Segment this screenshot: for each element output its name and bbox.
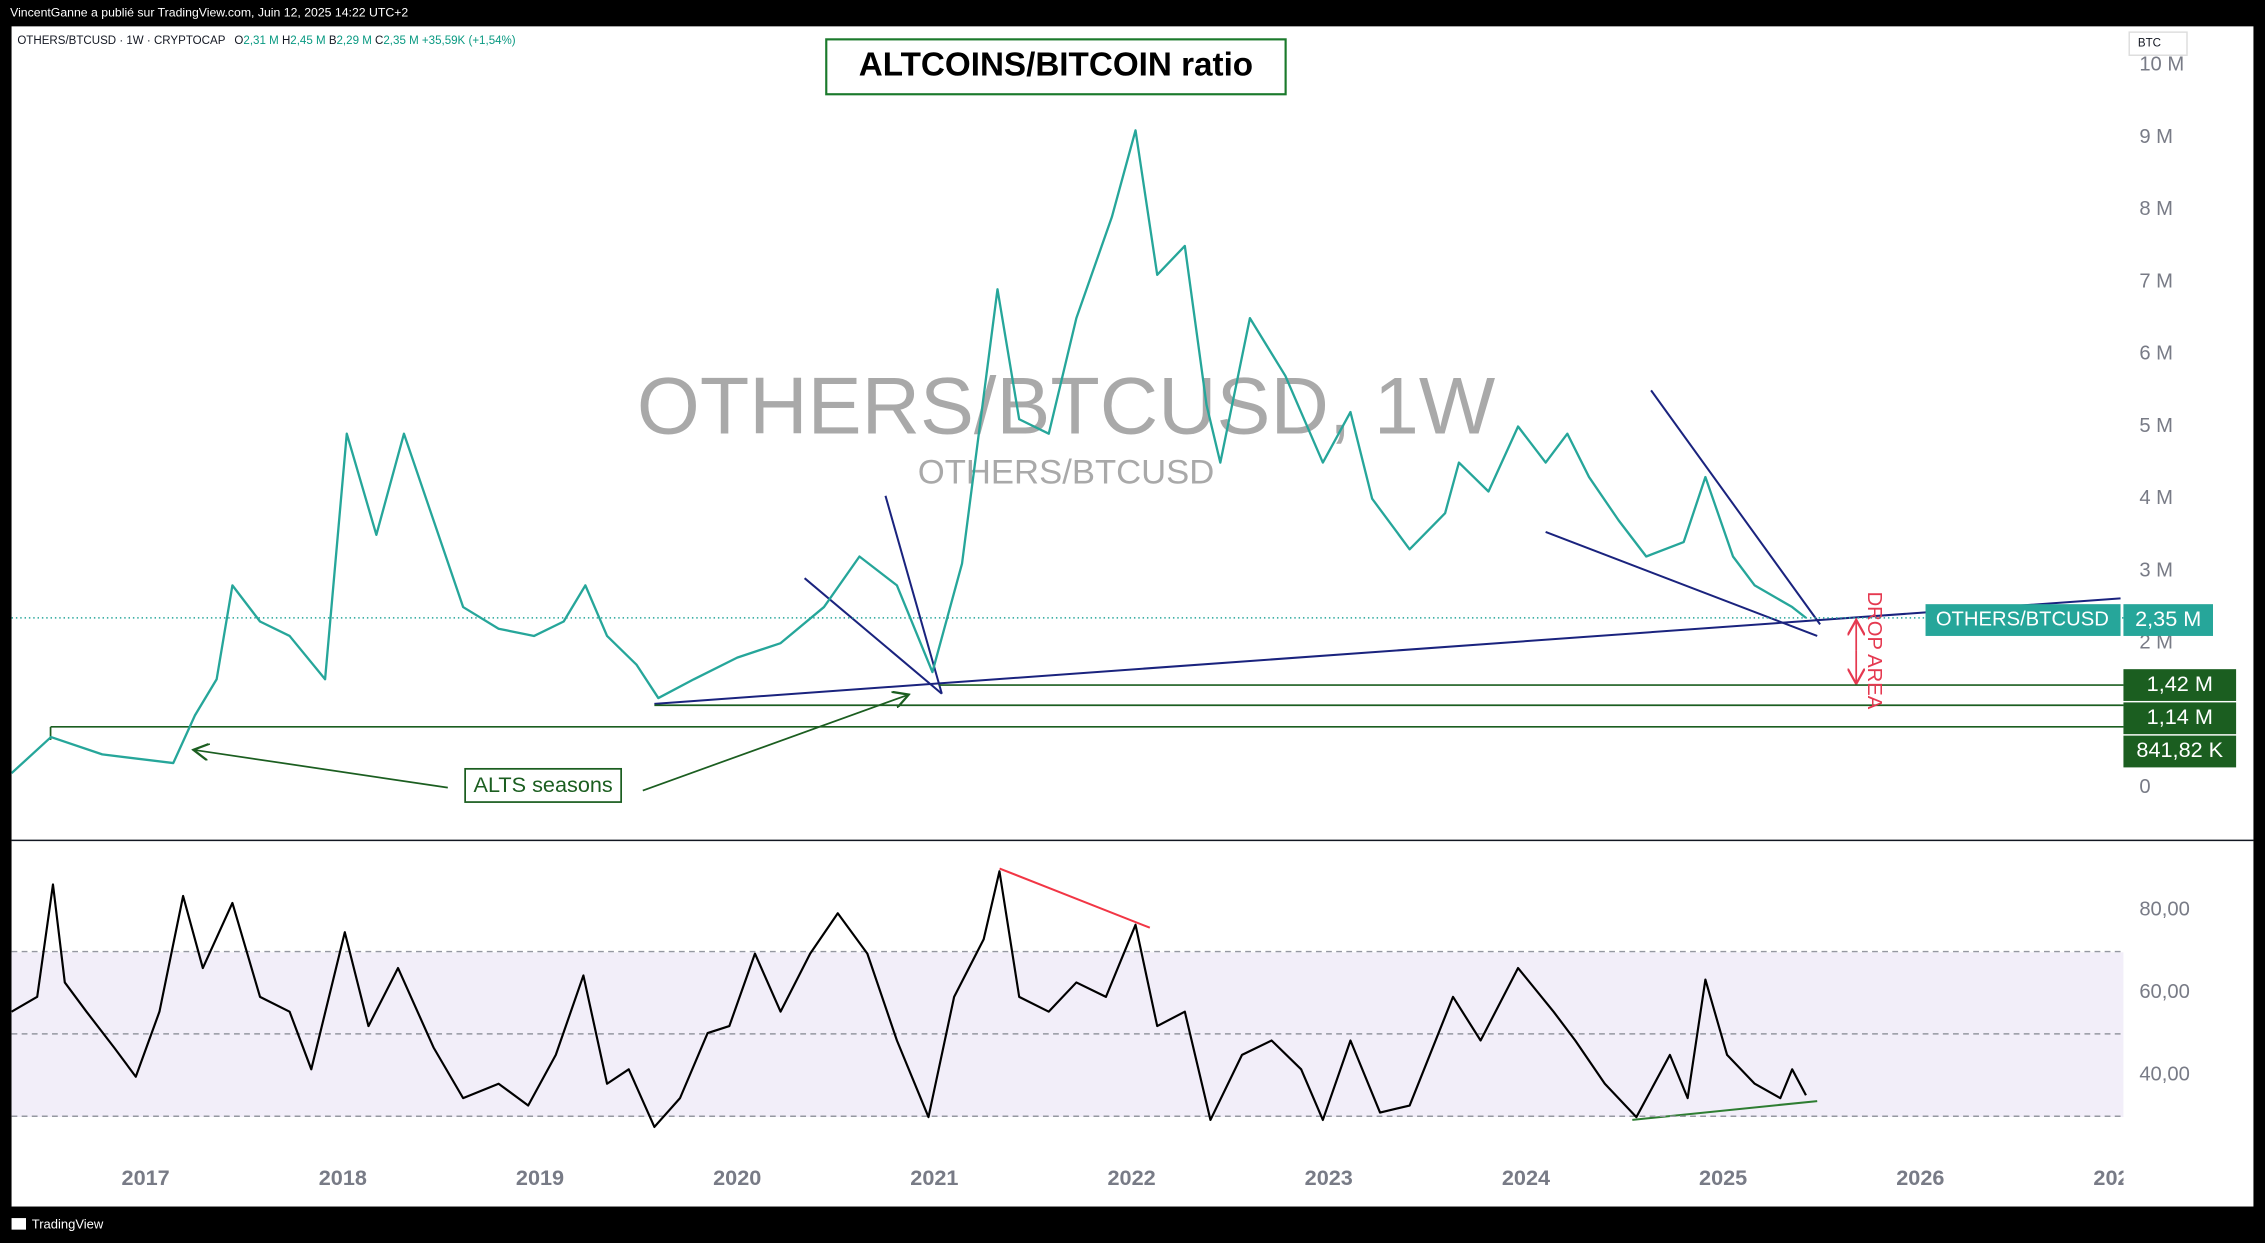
currency-box <box>2128 31 2188 56</box>
trendline <box>1650 389 1821 625</box>
arrow <box>642 695 907 792</box>
y-tick-label: 6 M <box>2139 343 2173 365</box>
brand-name: TradingView <box>32 1217 104 1232</box>
legend: OTHERS/BTCUSD · 1W · CRYPTOCAP O2,31 M H… <box>17 35 515 47</box>
y-tick-label: 3 M <box>2139 559 2173 581</box>
rsi-band-fill <box>11 952 2124 1117</box>
divergence-line <box>999 867 1151 929</box>
price-line <box>11 129 1807 775</box>
x-tick-label: 2018 <box>319 1165 367 1190</box>
x-tick-label: 2027 <box>2093 1165 2141 1190</box>
x-tick-label: 2020 <box>713 1165 761 1190</box>
y-tick-label: 40,00 <box>2139 1063 2190 1085</box>
price-pane <box>11 129 2124 775</box>
x-tick-label: 2017 <box>122 1165 170 1190</box>
y-tick-label: 9 M <box>2139 126 2173 148</box>
level-label: 1,42 M <box>2147 671 2213 696</box>
level-label: 1,14 M <box>2147 704 2213 729</box>
x-tick-label: 2021 <box>910 1165 958 1190</box>
x-tick-label: 2022 <box>1107 1165 1155 1190</box>
y-tick-label: 2 M <box>2139 632 2173 654</box>
rsi-line <box>11 870 1807 1129</box>
y-tick-label: 4 M <box>2139 487 2173 509</box>
level-label-box <box>2123 735 2237 768</box>
trendline <box>884 495 943 695</box>
brand: TradingView <box>11 1217 104 1232</box>
legend-b-value: 2,29 M <box>337 35 372 47</box>
x-tick-label: 2024 <box>1502 1165 1550 1190</box>
y-tick-label: 0 <box>2139 776 2150 798</box>
x-tick-label: 2026 <box>1896 1165 1944 1190</box>
currency: BTC <box>2138 38 2161 50</box>
trendline <box>803 577 943 695</box>
legend-c-value: 2,35 M <box>383 35 418 47</box>
x-axis: 2017 2018 2019 2020 2021 2022 2023 2024 2025 2026… <box>122 1165 2141 1190</box>
watermark: OTHERS/BTCUSD, 1W <box>637 361 1496 451</box>
symbol-label: OTHERS/BTCUSD <box>1936 608 2109 630</box>
level-label-box <box>2123 669 2237 701</box>
annotation: DROP AREA <box>1863 592 1885 710</box>
y-tick-label: 60,00 <box>2139 981 2190 1003</box>
y-tick-label: 7 M <box>2139 270 2173 292</box>
last-price-label: 2,35 M <box>2135 606 2201 631</box>
y-tick-label: 10 M <box>2139 54 2184 76</box>
legend-o: O <box>234 35 243 47</box>
annotation-box <box>464 767 623 803</box>
y-tick-label: 80,00 <box>2139 899 2190 921</box>
legend-o-value: 2,31 M <box>243 35 278 47</box>
watermark-sub: OTHERS/BTCUSD <box>918 453 1215 491</box>
rsi-pane <box>11 870 2124 1129</box>
last-price-box <box>2123 604 2213 636</box>
trendline <box>654 597 2121 705</box>
annotation: ALTS seasons <box>474 772 613 797</box>
level-label: 841,82 K <box>2136 737 2223 762</box>
legend-symbol: OTHERS/BTCUSD · 1W · CRYPTOCAP <box>17 35 225 47</box>
arrow <box>195 750 448 789</box>
legend-h: H <box>282 35 290 47</box>
publisher: VincentGanne a publié sur TradingView.co… <box>10 6 408 20</box>
drawings <box>49 389 2124 1121</box>
logo <box>11 1218 27 1230</box>
legend-b: B <box>329 35 337 47</box>
x-tick-label: 2019 <box>516 1165 564 1190</box>
level-label-box <box>2123 702 2237 735</box>
x-tick-label: 2025 <box>1699 1165 1747 1190</box>
y-tick-label: 5 M <box>2139 415 2173 437</box>
y-tick-label: 8 M <box>2139 198 2173 220</box>
legend-change: +35,59K (+1,54%) <box>422 35 516 47</box>
title-box <box>825 38 1287 96</box>
chart-title: ALTCOINS/BITCOIN ratio <box>859 47 1253 84</box>
legend-c: C <box>375 35 383 47</box>
legend-h-value: 2,45 M <box>290 35 325 47</box>
symbol-label-box <box>1925 604 2121 636</box>
x-tick-label: 2023 <box>1305 1165 1353 1190</box>
